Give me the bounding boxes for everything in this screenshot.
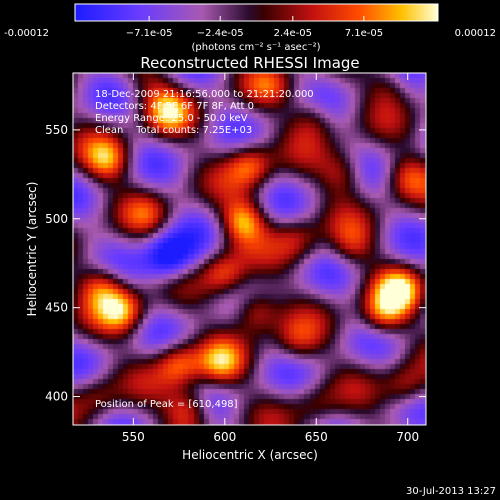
x-axis-label: Heliocentric X (arcsec): [182, 448, 318, 462]
annotation-block: 18-Dec-2009 21:16:56.000 to 21:21:20.000…: [95, 89, 314, 136]
colorbar: -0.00012 −7.1e-05 −2.4e-05 2.4e-05 7.1e-05 0.…: [4, 3, 496, 53]
x-tick-labels: 550 600 650 700: [122, 430, 419, 444]
y-axis-label: Heliocentric Y (arcsec): [25, 182, 39, 317]
y-tick-label: 550: [45, 123, 68, 137]
annotation-clean-counts: Clean Total counts: 7.25E+03: [95, 125, 252, 136]
y-tick-label: 450: [45, 301, 68, 315]
y-tick-labels: 400 450 500 550: [45, 123, 68, 404]
x-tick-label: 700: [396, 430, 419, 444]
colorbar-tick-label: −2.4e-05: [197, 28, 244, 39]
colorbar-tick-label: -0.00012: [4, 28, 49, 39]
colorbar-gradient: [74, 3, 439, 22]
y-tick-label: 400: [45, 390, 68, 404]
x-tick-label: 550: [122, 430, 145, 444]
annotation-detectors: Detectors: 4F 5F 6F 7F 8F, Att 0: [95, 101, 254, 112]
x-tick-label: 650: [305, 430, 328, 444]
annotation-time-range: 18-Dec-2009 21:16:56.000 to 21:21:20.000: [95, 89, 314, 100]
footer-date: 30-Jul-2013 13:27: [406, 486, 496, 497]
colorbar-label: (photons cm⁻² s⁻¹ asec⁻²): [191, 42, 320, 53]
annotation-energy-range: Energy Range: 25.0 - 50.0 keV: [95, 113, 248, 124]
colorbar-tick-label: −7.1e-05: [126, 28, 173, 39]
chart-title: Reconstructed RHESSI Image: [140, 54, 359, 72]
y-tick-label: 500: [45, 212, 68, 226]
heatmap-image: [73, 73, 426, 425]
colorbar-ticks: [74, 16, 439, 21]
colorbar-tick-labels: -0.00012 −7.1e-05 −2.4e-05 2.4e-05 7.1e-05 0.…: [4, 28, 496, 39]
colorbar-tick-label: 2.4e-05: [274, 28, 312, 39]
colorbar-tick-label: 0.00012: [455, 28, 496, 39]
x-tick-label: 600: [213, 430, 236, 444]
axis-ticks: [73, 73, 426, 425]
plot-frame: [72, 72, 427, 426]
annotation-peak-position: Position of Peak = [610,498]: [95, 399, 238, 410]
colorbar-tick-label: 7.1e-05: [345, 28, 383, 39]
